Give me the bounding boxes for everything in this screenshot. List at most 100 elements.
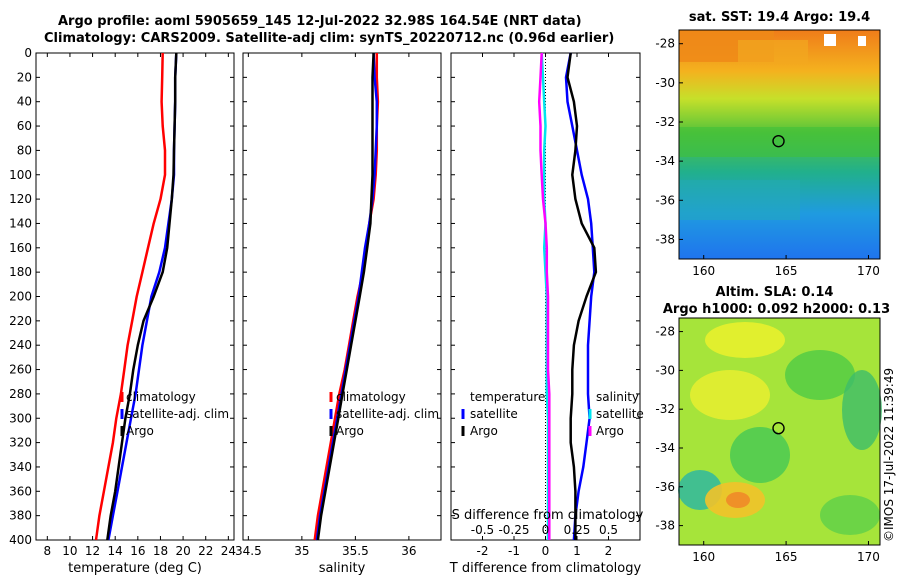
sst-missing-pixel-2 [858, 36, 866, 46]
temperature-xtick-label: 14 [108, 544, 123, 558]
sst-map-ytick-label: -34 [655, 154, 675, 168]
depth-tick-label: 80 [17, 143, 32, 157]
legend-title-salinity: salinity [596, 390, 639, 404]
difference-xtick-label: -2 [477, 544, 489, 558]
legend-title-temperature: temperature [470, 390, 545, 404]
sla-map-ytick-label: -28 [655, 325, 675, 339]
sla-map-xtick-label: 160 [692, 550, 715, 564]
depth-tick-label: 260 [9, 363, 32, 377]
sla-patch-yellow-2 [690, 370, 770, 420]
depth-tick-label: 0 [24, 46, 32, 60]
series-line-argo [106, 52, 178, 541]
temperature-xtick-label: 18 [153, 544, 168, 558]
temperature-xtick-label: 24 [221, 544, 236, 558]
sst-missing-pixel [824, 34, 836, 46]
sla-patch-green-2 [730, 427, 790, 483]
sla-map-ytick-label: -38 [655, 519, 675, 533]
title-line-2: Climatology: CARS2009. Satellite-adj cli… [44, 31, 615, 46]
legend-label: Argo [470, 424, 498, 438]
depth-tick-label: 400 [9, 533, 32, 547]
sst-map-ytick-label: -32 [655, 115, 675, 129]
legend-label: Argo [126, 424, 154, 438]
series-line-t-argo [566, 52, 598, 540]
depth-tick-label: 60 [17, 119, 32, 133]
sst-warm-patch-2 [738, 40, 808, 64]
legend-label: satellite [470, 407, 518, 421]
temperature-xtick-label: 8 [43, 544, 51, 558]
depth-tick-label: 240 [9, 338, 32, 352]
sst-map-ytick-label: -30 [655, 76, 675, 90]
legend-label: climatology [126, 390, 196, 404]
sla-map-frame [678, 317, 881, 546]
difference-panel: -2 -1 0 1 2 T difference from climatology temp… [449, 52, 644, 576]
depth-tick-label: 40 [17, 95, 32, 109]
sla-patch-red [726, 492, 750, 508]
legend-label: satellite [596, 407, 644, 421]
temperature-axes-box [35, 52, 235, 541]
salinity-diff-tick-label: 0.25 [564, 523, 591, 537]
temperature-xtick-label: 16 [130, 544, 145, 558]
series-line-climatology [94, 52, 167, 541]
temperature-xtick-label: 10 [62, 544, 77, 558]
salinity-diff-tick-label: -0.5 [471, 523, 494, 537]
depth-tick-label: 120 [9, 192, 32, 206]
depth-tick-label: 100 [9, 168, 32, 182]
sst-map-ytick-label: -28 [655, 37, 675, 51]
depth-tick-label: 280 [9, 387, 32, 401]
title-line-1: Argo profile: aoml 5905659_145 12-Jul-20… [58, 14, 582, 29]
series-line-s-argo [537, 52, 551, 540]
salinity-xtick-label: 36 [401, 544, 416, 558]
argo-location-marker [772, 422, 785, 435]
sst-map-xtick-label: 160 [692, 264, 715, 278]
legend-label: satellite-adj. clim [126, 407, 229, 421]
depth-tick-label: 360 [9, 484, 32, 498]
sla-patch-green-3 [842, 370, 882, 450]
depth-tick-label: 20 [17, 70, 32, 84]
depth-tick-label: 160 [9, 241, 32, 255]
temperature-xlabel: temperature (deg C) [68, 561, 202, 576]
difference-xtick-label: 0 [542, 544, 550, 558]
depth-tick-label: 220 [9, 314, 32, 328]
salinity-xtick-label: 35.5 [342, 544, 369, 558]
series-line-t-satellite [564, 52, 596, 541]
difference-xtick-label: 2 [605, 544, 613, 558]
difference-xlabel: T difference from climatology [449, 561, 642, 576]
depth-tick-label: 340 [9, 460, 32, 474]
salinity-diff-tick-label: 0.5 [599, 523, 618, 537]
sla-map-panel: 160 165 170 -28 -30 -32 -34 -36 -38 Altim. SLA: 0… [655, 285, 890, 564]
sst-map-ytick-label: -38 [655, 232, 675, 246]
sst-map-ytick-label: -36 [655, 193, 675, 207]
salinity-xlabel: salinity [319, 561, 366, 576]
series-line-argo [316, 52, 375, 541]
depth-tick-label: 200 [9, 290, 32, 304]
salinity-xtick-label: 35 [294, 544, 309, 558]
sla-patch-green-4 [820, 495, 880, 535]
temperature-xtick-label: 20 [175, 544, 190, 558]
temperature-xtick-label: 12 [85, 544, 100, 558]
legend-label: satellite-adj. clim [336, 407, 439, 421]
depth-tick-label: 380 [9, 509, 32, 523]
salinity-axes-box [242, 52, 442, 541]
sst-map-xtick-label: 170 [857, 264, 880, 278]
sla-map-xtick-label: 170 [857, 550, 880, 564]
argo-location-marker [772, 134, 785, 148]
sla-map-ytick-label: -32 [655, 402, 675, 416]
sla-patch-green [785, 350, 855, 400]
salinity-diff-tick-label: 0 [542, 523, 550, 537]
sla-patch-yellow [705, 322, 785, 358]
sla-map-xtick-label: 165 [775, 550, 798, 564]
legend-label: Argo [596, 424, 624, 438]
depth-tick-label: 320 [9, 436, 32, 450]
depth-tick-label: 300 [9, 411, 32, 425]
temperature-xtick-label: 22 [198, 544, 213, 558]
salinity-xtick-label: 34.5 [235, 544, 262, 558]
sst-band [679, 127, 880, 157]
temperature-panel: 8 10 12 14 16 18 20 22 2402040608010012014016018… [9, 46, 236, 576]
sst-map-panel: 160 165 170 -28 -30 -32 -34 -36 -38 sat. SST: 19.… [655, 10, 881, 278]
sst-map-title: sat. SST: 19.4 Argo: 19.4 [689, 10, 870, 25]
sst-cool-patch [680, 180, 800, 220]
depth-tick-label: 180 [9, 265, 32, 279]
sla-map-ytick-label: -34 [655, 441, 675, 455]
sla-map-title-2: Argo h1000: 0.092 h2000: 0.13 [663, 302, 890, 317]
sla-map-ytick-label: -36 [655, 480, 675, 494]
